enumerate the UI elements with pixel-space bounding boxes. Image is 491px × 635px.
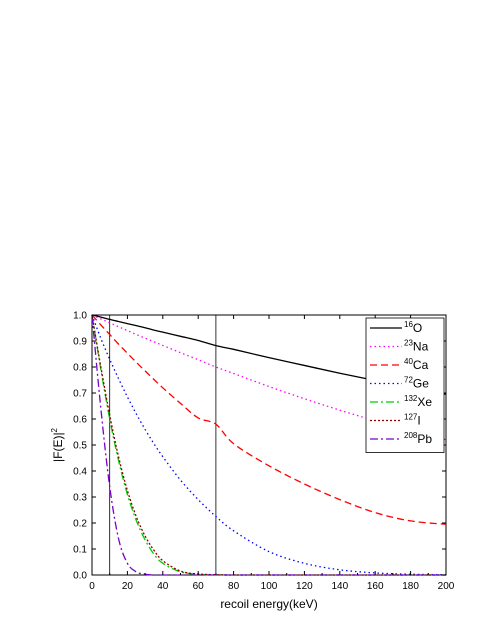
y-tick-label: 0.8 [73,363,87,374]
x-tick-label: 180 [402,581,419,592]
legend-label-na: 23Na [404,339,429,354]
x-tick-label: 100 [261,581,278,592]
x-tick-label: 140 [331,581,348,592]
y-axis-title-main: |F(E)| [51,432,65,462]
y-tick-label: 0.1 [73,545,87,556]
legend-label-pb: 208Pb [404,431,432,446]
x-tick-label: 80 [228,581,240,592]
y-tick-label: 0.6 [73,415,87,426]
x-tick-label: 200 [438,581,455,592]
y-tick-label: 0.4 [73,467,87,478]
x-tick-label: 160 [367,581,384,592]
y-tick-label: 0.5 [73,441,87,452]
x-tick-label: 60 [193,581,205,592]
x-tick-label: 0 [89,581,95,592]
y-tick-label: 0.2 [73,519,87,530]
y-tick-label: 0.9 [73,337,87,348]
series-line-o [91,314,447,395]
legend-label-ca: 40Ca [404,357,429,372]
legend: 16O 23Na 40Ca 72Ge 132Xe 127I 208Pb [365,317,445,453]
legend-label-o: 16O [404,320,422,335]
y-tick-label: 1.0 [73,311,87,322]
series-line-i [91,314,446,576]
legend-label-ge: 72Ge [404,376,429,391]
series-line-na [91,314,447,441]
y-tick-label: 0.3 [73,493,87,504]
y-tick-label: 0.0 [73,571,87,582]
y-axis-title: |F(E)|2 [50,427,65,462]
y-axis-title-sup: 2 [50,427,59,432]
y-tick-label: 0.7 [73,389,87,400]
legend-box [365,317,445,453]
series-line-xe [91,314,446,576]
x-tick-label: 120 [296,581,313,592]
series-line-ca [91,314,447,525]
legend-label-i: 127I [404,413,421,428]
x-tick-label: 40 [157,581,169,592]
axes-layer: 0 20 40 60 80 100 120 140 160 180 200 0.0 0.1 0.2 0.3 0… [73,311,455,593]
legend-label-xe: 132Xe [404,394,432,409]
x-tick-label: 20 [122,581,134,592]
x-axis-title: recoil energy(keV) [220,597,317,611]
